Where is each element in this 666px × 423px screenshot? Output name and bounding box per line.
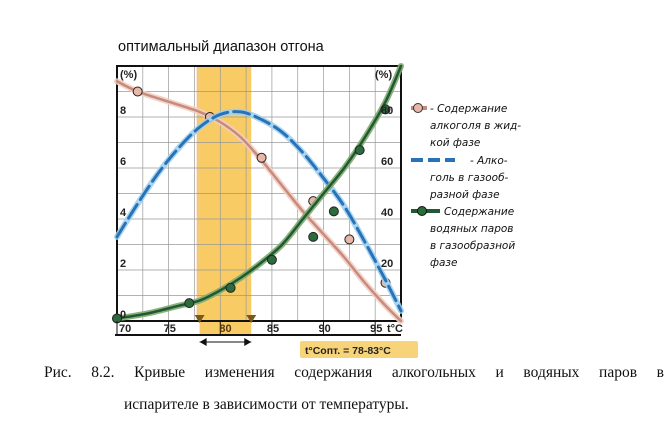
figure-caption-line-2: испарителе в зависимости от температуры.	[124, 396, 409, 413]
y-left-tick-label: 0	[120, 309, 126, 321]
figure-caption-line-1: Рис. 8.2. Кривые изменения содержания ал…	[44, 364, 664, 381]
legend-marker-water-vapour	[417, 206, 427, 216]
axis-labels: 0 2 4 6 8 (%) 20 40 60 80 (%) 70 75 85 90 95 80 t°C t°Cопт…	[116, 69, 418, 358]
x-tick-label: 95	[370, 323, 382, 335]
legend-label-gas-alcohol-2: голь в газооб-	[430, 172, 509, 184]
y-left-tick-label: 4	[120, 207, 127, 219]
y-right-tick-label: 60	[381, 156, 393, 168]
series-water-vapour-group	[112, 63, 404, 324]
x-tick-label: 85	[267, 323, 279, 335]
y-left-tick-label: 2	[120, 258, 126, 270]
series-liquid-alcohol-point	[344, 234, 355, 245]
optimal-range-arrow-right	[244, 338, 252, 346]
legend-label-water-vapour-1: Содержание	[444, 206, 514, 218]
series-water-vapour-point	[380, 104, 391, 115]
series-water-vapour-line	[115, 64, 403, 320]
y-left-tick-label: 8	[120, 105, 126, 117]
series-liquid-alcohol-group	[114, 78, 404, 324]
series-liquid-alcohol-point	[132, 86, 143, 97]
series-liquid-alcohol-point	[256, 152, 267, 163]
legend-label-liquid-alcohol-2: алкоголя в жид-	[430, 120, 521, 132]
legend-item-water-vapour: Содержание водяных паров в газообразной …	[411, 206, 515, 269]
series-water-vapour-point	[328, 206, 339, 217]
series-water-vapour-point	[266, 254, 277, 265]
optimal-range-label-box	[300, 341, 418, 358]
chart: оптимальный диапазон отгона 0 2 4 6 8 (%) 20 40…	[112, 39, 521, 358]
series-water-vapour-point	[308, 231, 319, 242]
plot-frame	[116, 65, 402, 322]
series-water-vapour-point	[354, 145, 365, 156]
series-gas-alcohol-group	[114, 108, 404, 314]
series-gas-alcohol-line	[115, 110, 403, 313]
legend-label-gas-alcohol-1: - Алко-	[470, 155, 508, 167]
legend-label-liquid-alcohol-3: кой фазе	[430, 137, 480, 149]
legend-label-gas-alcohol-3: разной фазе	[429, 189, 500, 201]
legend-label-water-vapour-4: фазе	[430, 257, 457, 269]
x-axis-unit: t°C	[387, 323, 403, 335]
y-left-tick-label: 6	[120, 156, 126, 168]
legend-label-liquid-alcohol-1: - Содержание	[430, 103, 507, 115]
series-water-vapour-point	[225, 282, 236, 293]
series-liquid-alcohol-line	[115, 80, 403, 323]
x-tick-label: 90	[319, 323, 331, 335]
legend: - Содержание алкоголя в жид- кой фазе - …	[411, 103, 521, 269]
y-right-axis-unit: (%)	[375, 69, 392, 81]
optimal-range-marker	[246, 315, 257, 323]
x-tick-label: 75	[164, 323, 176, 335]
series-water-vapour-point	[184, 298, 195, 309]
legend-item-liquid-alcohol: - Содержание алкоголя в жид- кой фазе	[411, 103, 521, 149]
y-right-tick-label: 20	[381, 258, 393, 270]
y-right-tick-label: 40	[381, 207, 393, 219]
optimal-range-marker	[194, 315, 205, 323]
optimal-range-arrow-left	[199, 338, 207, 346]
x-tick-label-optimal: 80	[219, 323, 231, 335]
chart-title: оптимальный диапазон отгона	[118, 39, 325, 55]
legend-marker-liquid-alcohol	[413, 103, 423, 113]
x-tick-label: 70	[119, 323, 131, 335]
y-left-axis-unit: (%)	[120, 69, 137, 81]
legend-label-water-vapour-3: в газообразной	[430, 240, 515, 252]
optimal-range-label: t°Cопт. = 78-83°С	[305, 345, 391, 357]
legend-label-water-vapour-2: водяных паров	[430, 223, 513, 235]
legend-item-gas-alcohol: - Алко- голь в газооб- разной фазе	[411, 155, 509, 201]
y-right-tick-label: 80	[381, 105, 393, 117]
